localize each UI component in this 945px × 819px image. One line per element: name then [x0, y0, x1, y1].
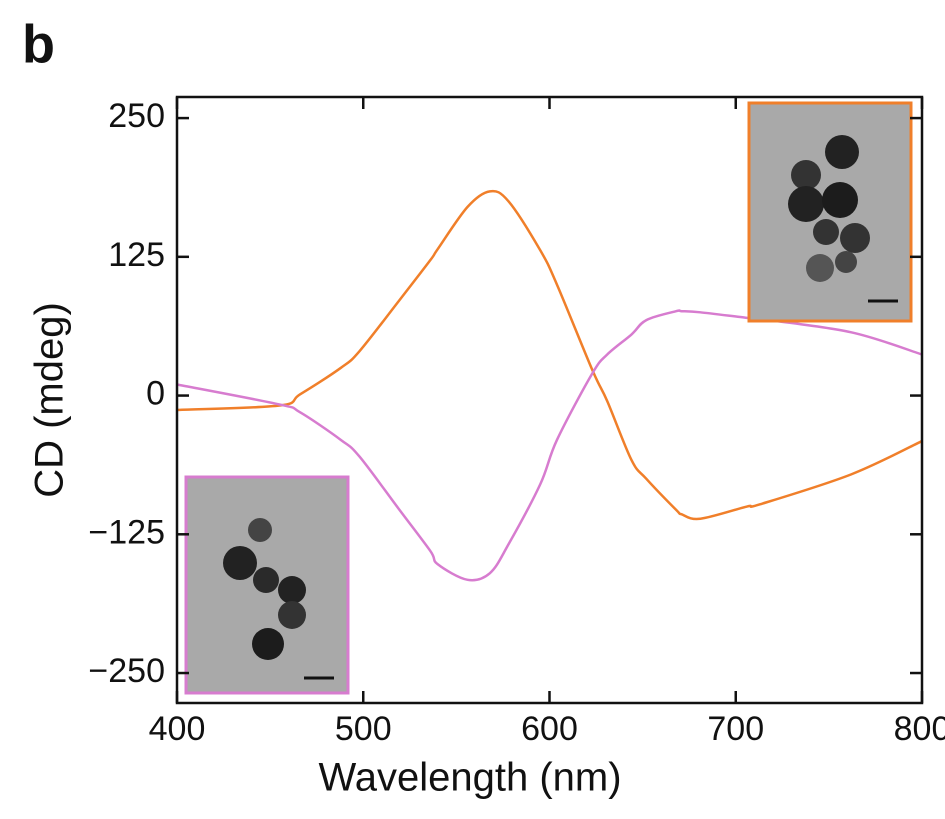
x-tick-label: 600	[521, 710, 578, 748]
y-tick-label: −125	[88, 513, 165, 551]
x-axis-label: Wavelength (nm)	[318, 756, 621, 800]
data-line	[176, 309, 923, 582]
y-tick-label: 250	[108, 97, 165, 135]
panel-label: b	[22, 14, 55, 74]
y-tick-label: −250	[88, 652, 165, 690]
x-tick-label: 500	[335, 710, 392, 748]
x-tick-label: 400	[149, 710, 206, 748]
inset-image	[747, 101, 913, 323]
x-tick-label: 800	[894, 710, 945, 748]
y-tick-label: 0	[146, 375, 165, 413]
inset-image	[184, 475, 350, 695]
y-tick-label: 125	[108, 236, 165, 274]
plot-area	[176, 189, 923, 582]
x-tick-label: 700	[707, 710, 764, 748]
data-line	[176, 189, 923, 521]
y-axis-label: CD (mdeg)	[28, 302, 72, 498]
